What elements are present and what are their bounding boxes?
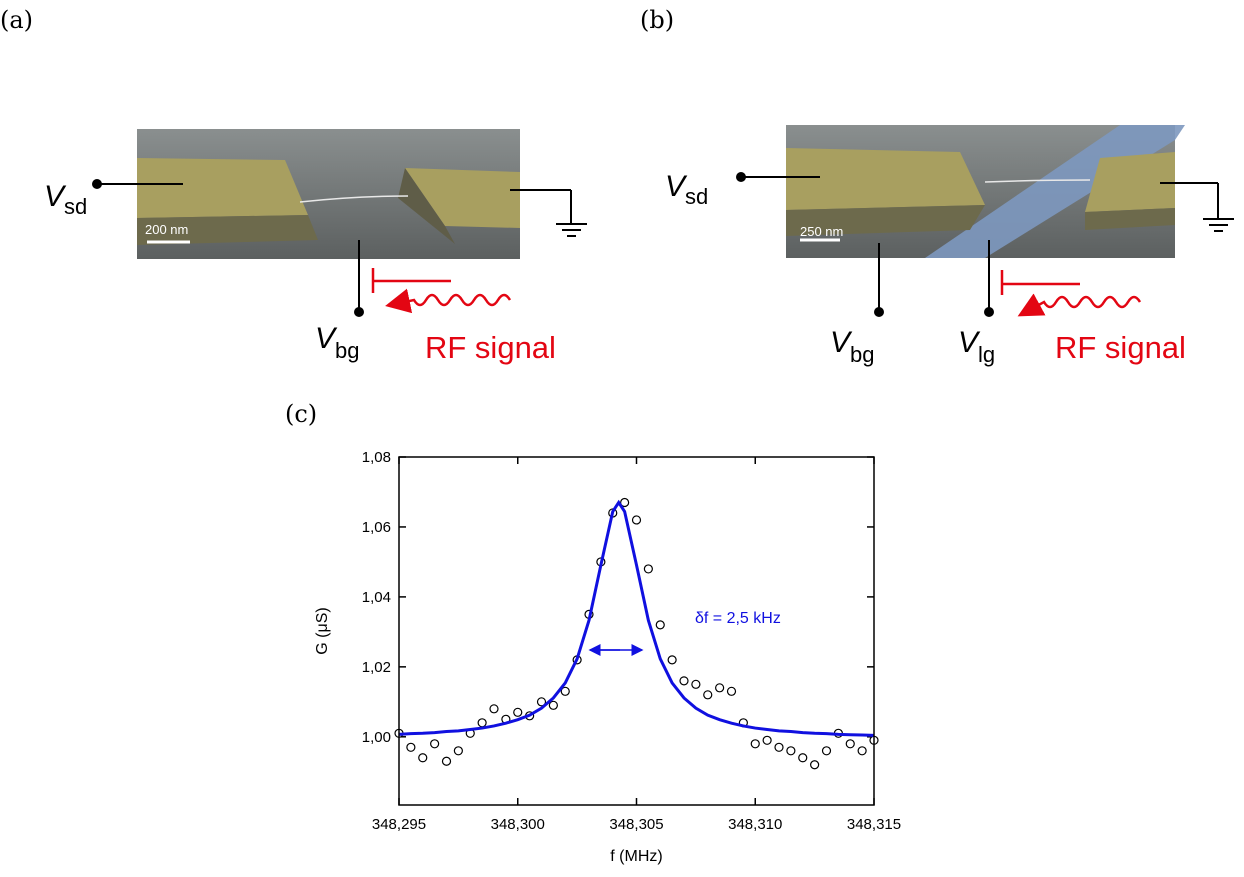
sem-image-a: 200 nm [137, 129, 520, 259]
y-tick-label: 1,06 [362, 519, 391, 536]
chart: 1,00 1,02 1,04 1,06 1,08 348,295 348,300 348,30… [314, 449, 901, 865]
y-tick-label: 1,08 [362, 449, 391, 466]
signal-label: RF signal [425, 330, 556, 365]
data-point [477, 718, 487, 728]
data-point [430, 739, 440, 749]
data-point [786, 746, 796, 756]
terminal-dot [354, 307, 364, 317]
data-point [679, 676, 689, 686]
terminal-label: Vbg [315, 322, 360, 363]
data-point [441, 756, 452, 766]
data-point [857, 746, 867, 756]
data-point [810, 760, 820, 770]
terminal-label: Vsd [44, 180, 87, 219]
panel-label: (b) [640, 6, 674, 34]
data-point [750, 739, 760, 749]
data-point [703, 690, 713, 700]
data-point [489, 704, 499, 714]
x-tick-label: 348,305 [609, 816, 663, 833]
data-point [821, 746, 832, 756]
plot-frame [398, 456, 875, 806]
data-point [620, 497, 630, 508]
panel-label: (c) [285, 400, 317, 428]
terminal-label: Vbg [830, 326, 875, 367]
data-point [536, 697, 547, 707]
x-tick-label: 348,295 [372, 816, 426, 833]
terminal-dot [874, 307, 884, 317]
terminal-dot [984, 307, 994, 317]
data-point [762, 735, 772, 745]
data-point [691, 679, 701, 689]
data-point [667, 655, 677, 665]
data-point [845, 739, 855, 749]
sem-image-b: 250 nm [786, 125, 1185, 258]
data-point [560, 686, 570, 696]
data-point [774, 742, 784, 752]
y-axis-label: G (μS) [314, 607, 331, 654]
y-tick-label: 1,00 [362, 729, 391, 746]
data-point [418, 753, 428, 763]
data-point [655, 620, 665, 630]
terminal-label: Vsd [665, 170, 708, 209]
scale-bar: 200 nm [145, 222, 188, 237]
x-tick-label: 348,315 [847, 816, 901, 833]
data-point [715, 683, 725, 693]
rf-symbol-b [1000, 270, 1142, 317]
signal-label: RF signal [1055, 330, 1186, 365]
y-tick-label: 1,04 [362, 589, 391, 606]
data-point [548, 700, 558, 710]
panel-label: (a) [0, 6, 33, 34]
data-point [453, 746, 463, 756]
data-point [643, 564, 653, 574]
annotation: δf = 2,5 kHz [695, 610, 781, 627]
data-point [726, 686, 737, 696]
scale-bar: 250 nm [800, 224, 843, 239]
wiring-b [741, 176, 1234, 312]
x-tick-label: 348,300 [491, 816, 545, 833]
x-tick-label: 348,310 [728, 816, 782, 833]
terminal-dot [92, 179, 102, 189]
terminal-dot [736, 172, 746, 182]
y-tick-label: 1,02 [362, 659, 391, 676]
terminal-label: Vlg [958, 326, 995, 367]
data-point [406, 742, 416, 752]
fit-line [398, 499, 875, 737]
data-point [513, 707, 523, 717]
data-point [631, 515, 642, 525]
rf-symbol-a [371, 268, 512, 314]
data-point [798, 753, 808, 763]
x-axis-label: f (MHz) [610, 848, 662, 865]
wiring-a [97, 183, 587, 312]
